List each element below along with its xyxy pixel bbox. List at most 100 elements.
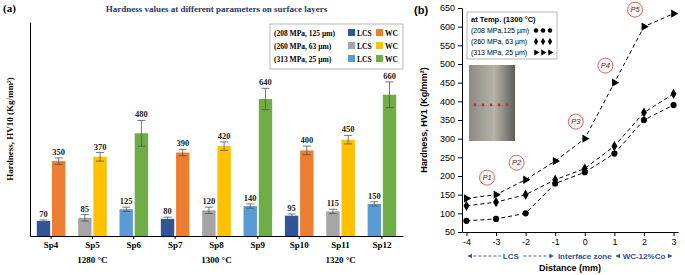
chart-bar: (a)Hardness values at different paramete… — [3, 2, 404, 265]
y-axis-line — [462, 9, 463, 233]
tick: -2 — [522, 232, 530, 247]
legend-label: WC — [385, 55, 398, 64]
bar — [202, 210, 215, 236]
tick: Sp8 — [209, 236, 224, 250]
data-label: 80 — [163, 206, 172, 216]
data-label: 115 — [327, 198, 339, 208]
data-label: 420 — [218, 131, 231, 141]
data-labels: 7080953503904008512011537042045012514015… — [39, 71, 396, 219]
tick-label: Sp7 — [168, 240, 183, 250]
data-label: 95 — [287, 203, 296, 213]
tick-mark — [458, 101, 462, 102]
legend-marker — [534, 38, 538, 45]
annotation: P5 — [627, 2, 642, 17]
figure: (a)Hardness values at different paramete… — [0, 0, 685, 275]
tick-mark — [458, 83, 462, 84]
tick-label: 3 — [672, 237, 677, 247]
data-label: 125 — [120, 196, 133, 206]
tick-label: 1 — [612, 237, 617, 247]
legend: (208 MPa, 125 µm)LCSWC(260 MPa, 63 µm)LC… — [270, 24, 403, 69]
tick: 650 — [440, 3, 462, 13]
annotation-circle — [480, 170, 495, 185]
tick: 200 — [440, 171, 462, 181]
annotation: P4 — [598, 58, 613, 73]
tick: 400 — [440, 97, 462, 107]
photo-dot — [490, 104, 493, 107]
annotation-label: P4 — [601, 61, 610, 70]
tick-mark — [555, 232, 556, 236]
error-bar — [179, 149, 187, 155]
tick-label: 200 — [440, 171, 455, 181]
tick-label: 250 — [440, 153, 455, 163]
inset-photo — [469, 65, 515, 141]
tick-label: 400 — [440, 97, 455, 107]
region: WC-12%Co — [616, 252, 671, 261]
tick-mark — [340, 236, 341, 239]
tick-mark — [458, 213, 462, 214]
bar — [176, 153, 189, 236]
marker — [612, 79, 619, 87]
legend-marker — [534, 28, 539, 33]
data-label: 450 — [342, 124, 355, 134]
legend-swatch — [376, 55, 383, 62]
tick-mark — [526, 232, 527, 236]
tick-label: Sp5 — [85, 240, 100, 250]
marker — [611, 141, 617, 151]
panel-label: (a) — [3, 2, 16, 15]
tick-mark — [458, 157, 462, 158]
tick-label: Sp9 — [251, 240, 266, 250]
annotation: P2 — [509, 155, 524, 170]
data-label: 70 — [39, 209, 48, 219]
marker — [582, 135, 589, 143]
annotation-circle — [509, 155, 524, 170]
bar — [259, 99, 272, 236]
marker — [641, 117, 647, 123]
tick-mark — [496, 232, 497, 236]
tick-label: Sp12 — [372, 240, 392, 250]
x-axis: Sp4Sp5Sp6Sp7Sp8Sp9Sp10Sp11Sp12 — [31, 236, 404, 250]
photo-dot — [474, 104, 477, 107]
data-label: 660 — [383, 71, 396, 81]
tick-mark — [674, 232, 675, 236]
legend-group-label: (260 MPa, 63 µm) — [274, 42, 332, 51]
marker — [552, 175, 558, 185]
bar — [244, 206, 257, 236]
photo-dot — [482, 104, 485, 107]
legend-marker — [548, 28, 553, 33]
legend-label: LCS — [357, 55, 372, 64]
legend-marker — [534, 49, 539, 55]
tick-mark — [644, 232, 645, 236]
region: LCS — [468, 252, 553, 261]
legend-swatch — [348, 55, 355, 62]
tick-label: Sp4 — [44, 240, 59, 250]
y-axis: 50100150200250300350400450500550600650 — [440, 3, 463, 237]
error-bar — [386, 82, 394, 108]
data-label: 480 — [135, 109, 148, 119]
region-label: WC-12%Co — [623, 252, 666, 261]
tick-mark — [614, 232, 615, 236]
error-bar — [81, 215, 89, 221]
tick: 1 — [612, 232, 617, 247]
tick: Sp4 — [44, 236, 59, 250]
category-group-label: 1280 °C — [77, 255, 107, 265]
tick-mark — [51, 236, 52, 239]
error-bar — [261, 88, 269, 109]
error-bar — [220, 142, 228, 151]
annotation-label: P1 — [482, 173, 491, 182]
marker — [463, 218, 469, 224]
tick: 600 — [440, 22, 462, 32]
annotation-label: P2 — [512, 158, 522, 167]
y-axis-line — [30, 23, 31, 237]
tick-label: -2 — [522, 237, 530, 247]
tick-label: 500 — [440, 59, 455, 69]
tick: Sp11 — [331, 236, 350, 250]
tick-label: 550 — [440, 41, 455, 51]
error-bar — [303, 146, 311, 155]
legend-label: LCS — [357, 42, 372, 51]
tick-label: 300 — [440, 134, 455, 144]
legend-swatch — [348, 42, 355, 49]
bar — [383, 95, 396, 236]
tick-mark — [216, 236, 217, 239]
tick-label: 0 — [583, 237, 588, 247]
category-group-label: 1320 °C — [325, 255, 355, 265]
